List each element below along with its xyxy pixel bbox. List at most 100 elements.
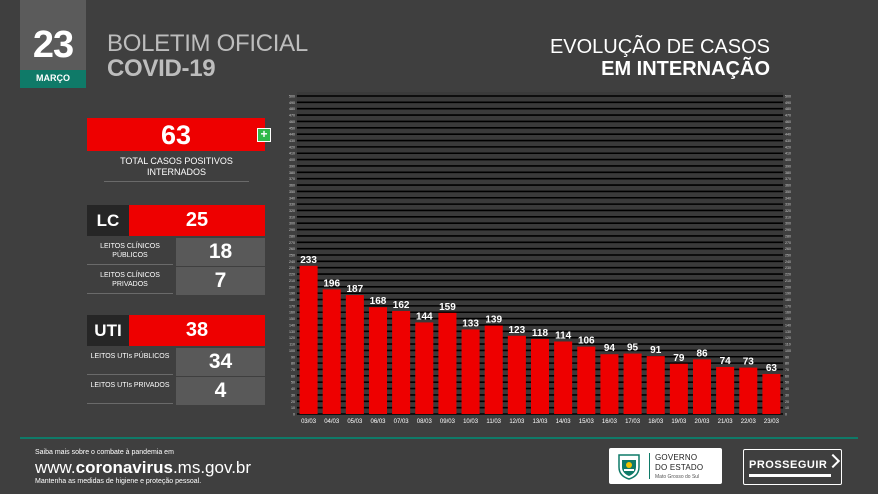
bar-value-label: 233	[300, 255, 317, 266]
y-tick-label-right: 60	[785, 374, 789, 378]
y-tick-label: 350	[289, 190, 295, 194]
y-tick-label-right: 180	[785, 298, 791, 302]
bar	[716, 366, 735, 414]
y-tick-label: 340	[289, 196, 295, 200]
y-tick-label: 140	[289, 323, 295, 327]
bar-value-label: 159	[439, 302, 456, 313]
y-tick-label: 170	[289, 304, 295, 308]
y-tick-label-right: 300	[785, 222, 791, 226]
y-tick-label: 60	[291, 374, 295, 378]
bar-value-label: 144	[416, 311, 433, 322]
y-tick-label: 400	[289, 158, 295, 162]
bar	[646, 356, 665, 414]
divider	[104, 181, 249, 182]
y-tick-label: 250	[289, 254, 295, 258]
y-tick-label: 110	[289, 343, 295, 347]
footer-info: Saiba mais sobre o combate à pandemia em	[35, 449, 174, 456]
y-tick-label-right: 500	[785, 95, 791, 99]
government-logo: GOVERNO DO ESTADO Mato Grosso do Sul	[609, 448, 722, 484]
y-tick-label: 210	[289, 279, 295, 283]
divider	[87, 264, 173, 265]
y-tick-label: 480	[289, 107, 295, 111]
bulletin-subtitle: COVID-19	[107, 55, 216, 82]
divider	[87, 293, 173, 294]
y-tick-label-right: 220	[785, 273, 791, 277]
y-tick-label: 450	[289, 126, 295, 130]
y-tick-label-right: 0	[785, 413, 787, 417]
bar-value-label: 95	[627, 343, 639, 354]
hospitalization-bar-chart: 0102030405060708090100110120130140150160…	[289, 92, 791, 425]
y-tick-label-right: 70	[785, 368, 789, 372]
y-axis-right: 0 10 20 30 40 50 60 70 80 90 100 110 120 130 140 150 160…	[785, 95, 791, 417]
x-tick-label: 07/03	[394, 419, 410, 425]
x-tick-label: 13/03	[532, 419, 548, 425]
chart-title: EVOLUÇÃO DE CASOS	[549, 36, 770, 58]
y-tick-label: 300	[289, 222, 295, 226]
y-tick-label-right: 260	[785, 247, 791, 251]
bar-value-label: 168	[370, 296, 387, 307]
y-tick-label: 390	[289, 164, 295, 168]
lc-private-value: 7	[176, 267, 265, 295]
y-tick-label: 200	[289, 285, 295, 289]
uti-private-label: LEITOS UTIs PRIVADOS	[90, 382, 170, 389]
y-tick-label-right: 80	[785, 362, 789, 366]
plus-icon: +	[257, 128, 271, 142]
site-bold: coronavirus	[75, 458, 173, 477]
y-tick-label: 500	[289, 95, 295, 99]
bar-value-label: 139	[485, 315, 502, 326]
x-tick-label: 06/03	[370, 419, 386, 425]
bar	[600, 354, 619, 414]
gov-line3: Mato Grosso do Sul	[655, 474, 700, 480]
footer-website-link[interactable]: www.coronavirus.ms.gov.br	[35, 458, 251, 478]
bar-value-label: 196	[323, 278, 340, 289]
date-month: MARÇO	[36, 73, 70, 83]
total-cases-box: 63	[87, 118, 265, 151]
footer-divider	[20, 437, 858, 439]
y-tick-label-right: 250	[785, 254, 791, 258]
bar	[299, 265, 318, 414]
bar-value-label: 187	[347, 284, 364, 295]
bar	[484, 325, 503, 414]
logo-divider	[649, 453, 650, 479]
y-tick-label: 50	[291, 381, 295, 385]
y-tick-label-right: 90	[785, 355, 789, 359]
y-tick-label-right: 430	[785, 139, 791, 143]
bar-value-label: 73	[743, 357, 755, 368]
x-tick-label: 10/03	[463, 419, 479, 425]
y-tick-label-right: 100	[785, 349, 791, 353]
y-tick-label-right: 490	[785, 101, 791, 105]
y-tick-label: 460	[289, 120, 295, 124]
x-tick-label: 22/03	[741, 419, 757, 425]
bar	[345, 295, 364, 414]
chart-subtitle: EM INTERNAÇÃO	[601, 58, 770, 80]
y-tick-label-right: 480	[785, 107, 791, 111]
bulletin-title: BOLETIM OFICIAL	[107, 30, 308, 57]
y-tick-label: 150	[289, 317, 295, 321]
y-tick-label: 30	[291, 393, 295, 397]
bar-value-label: 94	[604, 343, 616, 354]
bar-value-label: 162	[393, 300, 410, 311]
x-tick-label: 03/03	[301, 419, 317, 425]
site-suffix: .ms.gov.br	[172, 458, 252, 477]
lc-public-label: LEITOS CLÍNICOS PÚBLICOS	[100, 243, 160, 259]
bar-value-label: 79	[673, 353, 685, 364]
lc-private-label: LEITOS CLÍNICOS PRIVADOS	[100, 272, 160, 288]
y-tick-label: 310	[289, 215, 295, 219]
y-tick-label: 380	[289, 171, 295, 175]
total-cases-value: 63	[160, 120, 192, 150]
bar-value-label: 133	[462, 318, 479, 329]
bar	[322, 289, 341, 414]
bars	[299, 265, 781, 414]
y-tick-label-right: 230	[785, 266, 791, 270]
bar-value-label: 106	[578, 336, 595, 347]
y-tick-label: 360	[289, 184, 295, 188]
y-tick-label-right: 130	[785, 330, 791, 334]
y-tick-label: 40	[291, 387, 295, 391]
x-tick-label: 04/03	[324, 419, 340, 425]
divider	[87, 403, 173, 404]
y-tick-label-right: 210	[785, 279, 791, 283]
bar	[577, 346, 596, 414]
y-tick-label-right: 320	[785, 209, 791, 213]
y-tick-label-right: 240	[785, 260, 791, 264]
y-tick-label: 420	[289, 145, 295, 149]
